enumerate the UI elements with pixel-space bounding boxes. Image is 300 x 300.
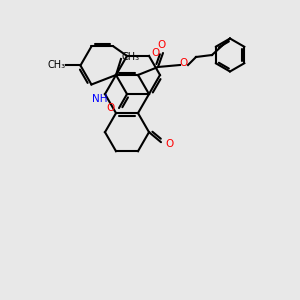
Text: O: O	[165, 139, 173, 149]
Text: NH: NH	[92, 94, 108, 104]
Text: O: O	[107, 103, 115, 113]
Text: CH₃: CH₃	[47, 61, 65, 70]
Text: CH₃: CH₃	[122, 52, 140, 62]
Text: O: O	[180, 58, 188, 68]
Text: O: O	[151, 48, 159, 58]
Text: O: O	[157, 40, 165, 50]
